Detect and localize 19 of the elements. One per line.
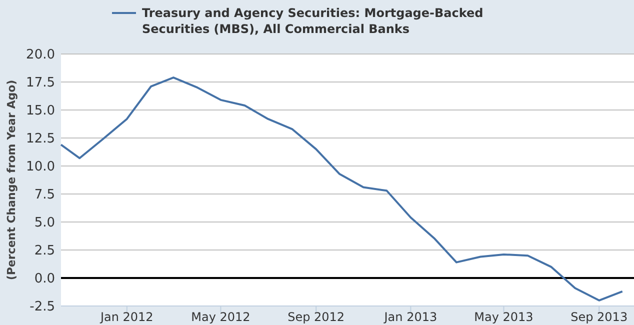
y-tick-label: 2.5 xyxy=(34,244,55,258)
y-tick-label: 0.0 xyxy=(34,272,55,286)
x-tick-label: Sep 2012 xyxy=(288,310,345,324)
x-tick-label: Jan 2013 xyxy=(383,310,438,324)
x-tick-label: May 2012 xyxy=(191,310,250,324)
y-tick-label: 12.5 xyxy=(26,132,55,146)
y-tick-label: 5.0 xyxy=(34,216,55,230)
y-tick-label: 17.5 xyxy=(26,76,55,90)
y-tick-label: -2.5 xyxy=(30,300,55,314)
legend-label: Treasury and Agency Securities: Mortgage-Backed Securities (MBS), All Commercial Banks xyxy=(142,6,484,36)
x-tick-label: Jan 2012 xyxy=(99,310,154,324)
y-tick-label: 10.0 xyxy=(26,160,55,174)
y-tick-label: 7.5 xyxy=(34,188,55,202)
y-tick-label: 15.0 xyxy=(26,104,55,118)
x-tick-label: Sep 2013 xyxy=(570,310,628,324)
y-tick-label: 20.0 xyxy=(26,48,55,62)
x-tick-label: May 2013 xyxy=(474,310,534,324)
line-series xyxy=(60,76,624,302)
y-axis-title: (Percent Change from Year Ago) xyxy=(5,80,18,280)
